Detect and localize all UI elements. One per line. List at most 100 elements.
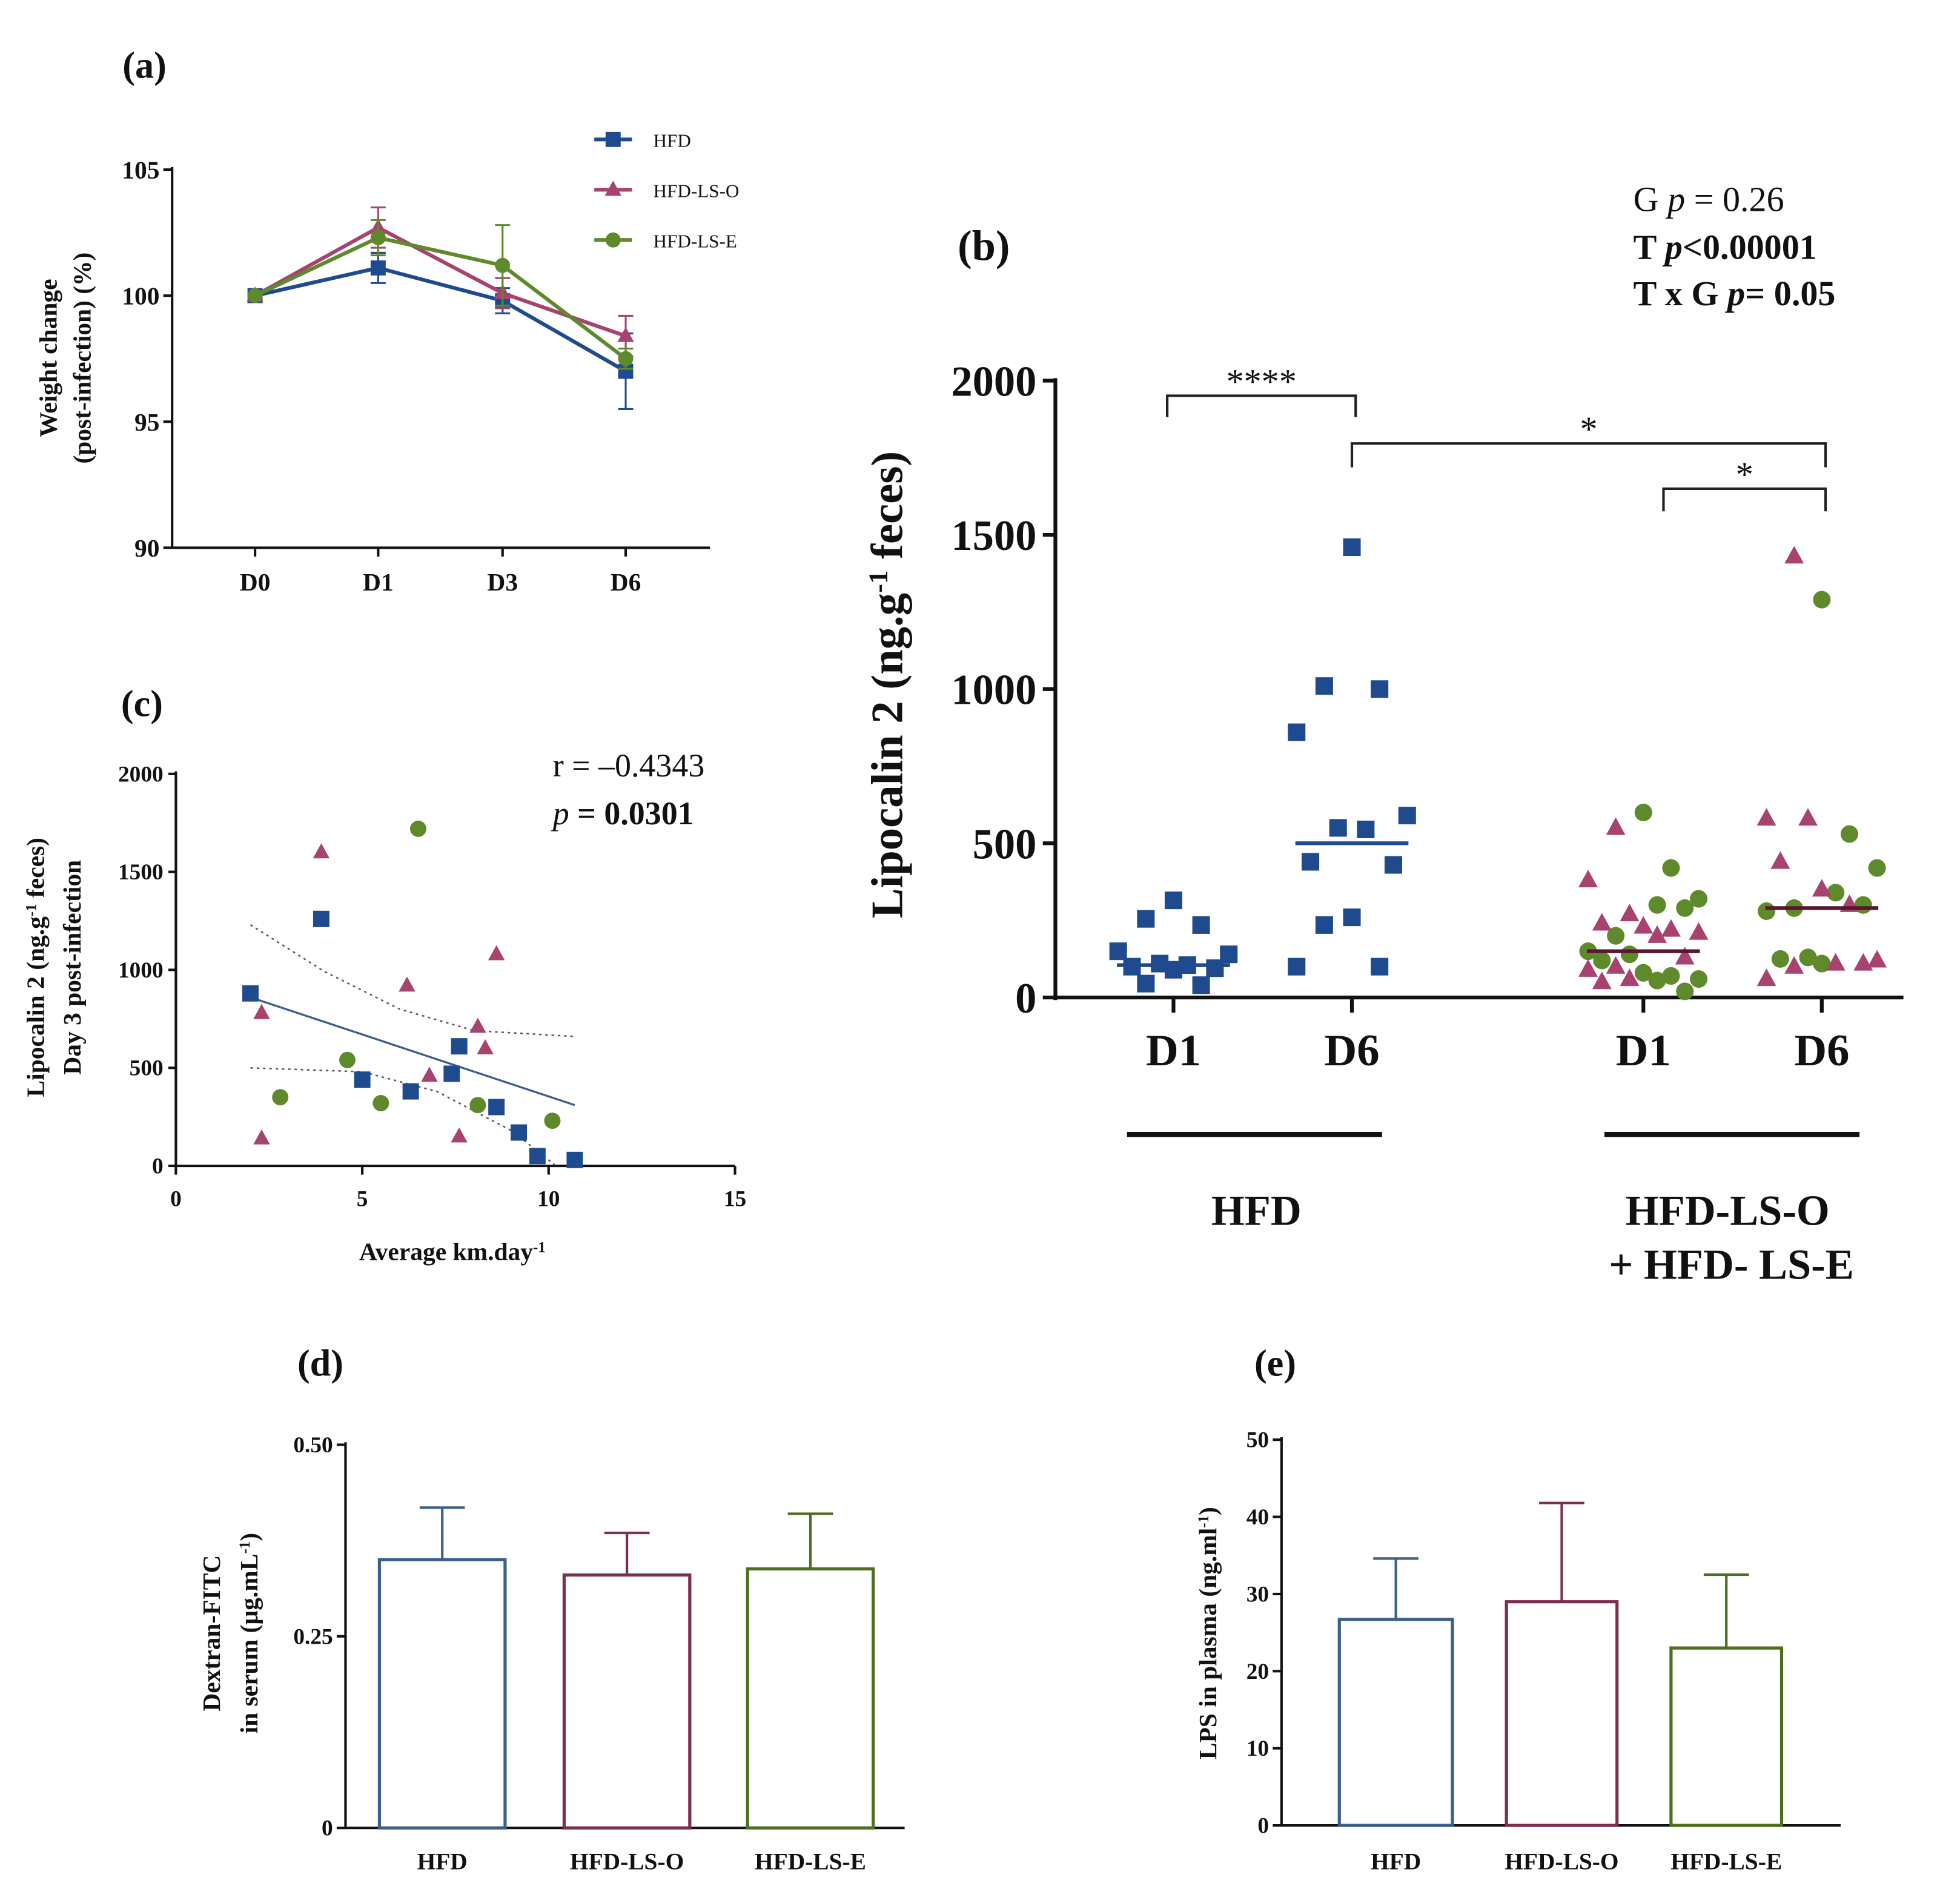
series-line: [254, 225, 627, 338]
data-point: [1371, 680, 1389, 698]
data-point: [1676, 982, 1694, 1001]
legend-marker: [604, 180, 621, 196]
data-point: [1206, 959, 1224, 977]
data-point: [1109, 942, 1127, 961]
y-tick-label: 0: [322, 1816, 333, 1841]
panel-label: (e): [1254, 1343, 1296, 1384]
data-point: [1798, 808, 1818, 826]
y-axis-label: (post-infection) (%): [68, 253, 96, 464]
data-point: [1799, 948, 1817, 967]
data-point: [1192, 916, 1210, 934]
bar-HFD: [1337, 1557, 1454, 1827]
label-part: p: [1724, 274, 1745, 313]
data-point: [1675, 947, 1695, 965]
y-tick-label: 2000: [118, 762, 164, 787]
data-point: [566, 1151, 583, 1168]
y-tick-label: 0: [1015, 975, 1036, 1022]
y-tick-label: 1500: [118, 860, 164, 885]
data-point: [544, 1113, 561, 1130]
data-point: [354, 1071, 371, 1088]
data-point: [1867, 950, 1887, 968]
x-tick-label: D6: [1794, 1025, 1849, 1076]
data-point: [443, 1065, 460, 1082]
y-tick-label: 500: [973, 821, 1037, 868]
data-point: [1648, 896, 1666, 914]
significance-bracket: [1350, 442, 1827, 468]
label-part: -1: [237, 1541, 253, 1554]
data-point: [313, 910, 329, 927]
series-line: [254, 266, 627, 373]
data-point: [1758, 902, 1776, 920]
data-point: [1661, 919, 1681, 937]
correlation-r: r = –0.4343: [553, 747, 705, 784]
data-point: [1398, 807, 1416, 825]
y-tick-label: 100: [122, 282, 159, 310]
y-tick-label: 0: [152, 1154, 164, 1179]
bar: [1337, 1618, 1454, 1827]
data-point: [1315, 677, 1333, 695]
x-tick-label: 5: [357, 1186, 368, 1211]
data-point: [488, 1099, 505, 1116]
label-part: feces): [22, 838, 50, 904]
data-point: [370, 230, 386, 245]
data-point: [1288, 723, 1306, 741]
data-point: [1827, 884, 1845, 902]
panel-e: (e) 0 10 20 30 40 50 HFD HFD-LS-O HFD-LS-E LPS in …: [1194, 1343, 1841, 1875]
x-tick-label: HFD-LS-O: [570, 1848, 684, 1875]
label-part: -1: [533, 1239, 546, 1255]
y-tick-label: 1500: [951, 512, 1036, 560]
y-tick-label: 50: [1247, 1428, 1269, 1453]
x-tick-label: HFD: [1371, 1848, 1421, 1875]
significance-bracket: [1662, 487, 1827, 512]
label-part: = 0.0301: [569, 795, 694, 832]
x-tick-label: D1: [1146, 1025, 1201, 1076]
label-part: Lipocalin 2 (ng.g: [22, 916, 50, 1097]
x-axis-label: Average km.day-1: [359, 1238, 546, 1266]
y-axis-label: LPS in plasma (ng.ml-1): [1194, 1507, 1222, 1759]
y-tick-label: 105: [122, 156, 159, 184]
group-HFD D1: [1109, 891, 1238, 994]
x-tick-label: D6: [1324, 1025, 1379, 1076]
data-point: [1288, 958, 1306, 976]
label-part: <0.00001: [1683, 227, 1817, 266]
data-point: [1868, 859, 1886, 877]
panel-label: (c): [121, 683, 163, 724]
label-part: Average km.day: [359, 1238, 533, 1266]
y-tick-label: 500: [130, 1056, 164, 1081]
panel-label: (a): [122, 45, 167, 87]
data-point: [469, 1097, 486, 1114]
significance-bracket: [1166, 394, 1357, 417]
label-part: feces): [862, 451, 912, 571]
data-point: [372, 1094, 389, 1111]
data-point: [1647, 925, 1667, 943]
regression-line: [250, 996, 575, 1106]
data-point: [1315, 916, 1333, 934]
label-part: -1: [23, 904, 39, 916]
stat-txg: T x G p= 0.05: [1634, 274, 1836, 313]
bar: [1505, 1600, 1619, 1827]
legend-label: HFD-LS-E: [654, 231, 737, 252]
data-point: [1578, 870, 1598, 888]
y-tick-label: 0: [1257, 1813, 1269, 1838]
data-point: [618, 351, 634, 366]
y-tick-label: 40: [1247, 1505, 1269, 1530]
data-point: [1662, 859, 1680, 877]
y-tick-label: 20: [1247, 1659, 1269, 1684]
data-point: [339, 1051, 356, 1068]
label-part: T x G: [1634, 274, 1727, 313]
panel-a: (a) 90 95 100 105 D0 D1 D3 D6 Weight change (post-…: [34, 45, 739, 596]
significance-stars: *: [1580, 409, 1598, 449]
data-point: [1634, 803, 1652, 822]
data-point: [1662, 967, 1680, 985]
y-axis-label: Weight change: [34, 279, 62, 437]
label-part: p: [1662, 227, 1683, 266]
legend-label: HFD-LS-O: [654, 180, 740, 202]
bar-HFD-LS-E: [746, 1512, 875, 1830]
data-point: [1771, 950, 1789, 968]
data-point: [1384, 856, 1402, 874]
group-HFD D6: [1288, 538, 1416, 976]
correlation-p: p = 0.0301: [551, 795, 694, 832]
label-part: p: [1665, 180, 1685, 219]
data-point: [247, 288, 263, 303]
